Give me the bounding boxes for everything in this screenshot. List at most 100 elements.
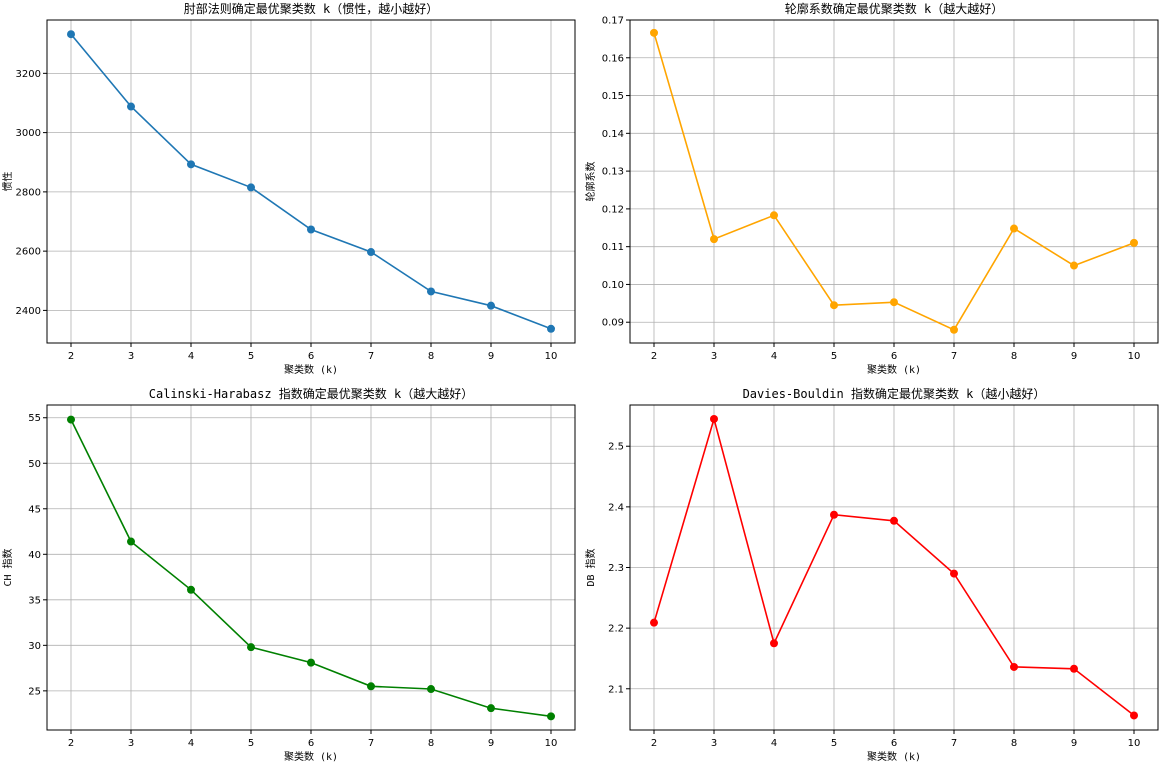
y-tick-label: 35 xyxy=(28,595,41,606)
y-tick-label: 2800 xyxy=(16,187,41,198)
data-point xyxy=(650,28,658,37)
y-tick-label: 45 xyxy=(28,504,41,515)
data-point xyxy=(427,685,435,694)
x-tick-label: 8 xyxy=(1011,351,1017,362)
x-tick-label: 10 xyxy=(1128,351,1141,362)
data-point xyxy=(1130,711,1138,720)
data-point xyxy=(830,301,838,310)
y-axis-label: 惯性 xyxy=(1,172,14,192)
data-point xyxy=(367,682,375,691)
y-tick-label: 2600 xyxy=(16,247,41,258)
data-point xyxy=(67,30,75,39)
x-tick-label: 8 xyxy=(428,351,434,362)
y-tick-label: 0.15 xyxy=(602,91,624,102)
x-tick-label: 2 xyxy=(651,738,657,749)
y-tick-label: 2.2 xyxy=(608,624,624,635)
data-point xyxy=(67,415,75,424)
x-tick-label: 3 xyxy=(128,351,134,362)
data-point xyxy=(427,287,435,296)
y-tick-label: 2.5 xyxy=(608,442,624,453)
y-tick-label: 50 xyxy=(28,459,41,470)
data-point xyxy=(1010,662,1018,671)
davies-bouldin-chart: 2 3 4 5 6 7 8 9 10 2.1 2.2 2.3 2.4 2.5 Davies-Bouldin … xyxy=(584,386,1159,763)
chart-title: Davies-Bouldin 指数确定最优聚类数 k（越小越好） xyxy=(743,386,1046,401)
x-tick-label: 4 xyxy=(188,738,194,749)
x-tick-label: 5 xyxy=(248,738,254,749)
data-point xyxy=(1130,238,1138,247)
data-point xyxy=(890,298,898,307)
data-point xyxy=(830,510,838,519)
data-point xyxy=(890,516,898,525)
x-tick-label: 3 xyxy=(128,738,134,749)
x-tick-label: 2 xyxy=(651,351,657,362)
x-tick-label: 9 xyxy=(1071,351,1077,362)
x-tick-label: 9 xyxy=(1071,738,1077,749)
data-point xyxy=(770,211,778,220)
y-tick-label: 40 xyxy=(28,550,41,561)
data-point xyxy=(127,102,135,111)
y-tick-label: 25 xyxy=(28,686,41,697)
chart-title: 肘部法则确定最优聚类数 k（惯性，越小越好） xyxy=(184,1,438,16)
x-tick-label: 7 xyxy=(951,738,957,749)
x-axis-label: 聚类数 (k) xyxy=(867,750,921,763)
x-tick-label: 10 xyxy=(1128,738,1141,749)
data-point xyxy=(1070,261,1078,270)
y-tick-label: 2.1 xyxy=(608,684,624,695)
x-tick-label: 6 xyxy=(891,738,897,749)
x-tick-label: 2 xyxy=(68,738,74,749)
x-tick-label: 5 xyxy=(831,351,837,362)
data-point xyxy=(547,712,555,721)
y-tick-label: 2.4 xyxy=(608,502,624,513)
y-tick-label: 0.11 xyxy=(602,242,624,253)
data-point xyxy=(307,658,315,667)
x-tick-label: 9 xyxy=(488,351,494,362)
data-point xyxy=(187,160,195,169)
y-tick-label: 0.09 xyxy=(602,318,624,329)
x-tick-label: 4 xyxy=(188,351,194,362)
y-tick-label: 3200 xyxy=(16,69,41,80)
y-tick-label: 0.13 xyxy=(602,167,624,178)
data-point xyxy=(187,585,195,594)
x-tick-label: 3 xyxy=(711,351,717,362)
data-point xyxy=(710,414,718,423)
calinski-harabasz-chart: 2 3 4 5 6 7 8 9 1025303540455055Calinski-Harabas… xyxy=(1,386,576,763)
data-point xyxy=(1070,664,1078,673)
x-tick-label: 6 xyxy=(308,738,314,749)
y-axis-label: 轮廓系数 xyxy=(584,162,597,202)
y-tick-label: 0.10 xyxy=(602,280,624,291)
data-point xyxy=(487,301,495,310)
data-point xyxy=(950,325,958,334)
x-tick-label: 3 xyxy=(711,738,717,749)
x-tick-label: 7 xyxy=(951,351,957,362)
y-axis-label: CH 指数 xyxy=(1,548,14,586)
data-point xyxy=(247,643,255,652)
data-point xyxy=(247,183,255,192)
x-tick-label: 5 xyxy=(248,351,254,362)
y-tick-label: 0.12 xyxy=(602,204,624,215)
data-point xyxy=(950,569,958,578)
y-tick-label: 0.16 xyxy=(602,53,624,64)
y-tick-label: 2400 xyxy=(16,306,41,317)
x-tick-label: 5 xyxy=(831,738,837,749)
data-point xyxy=(307,225,315,234)
y-tick-label: 2.3 xyxy=(608,563,624,574)
x-tick-label: 8 xyxy=(1011,738,1017,749)
x-tick-label: 9 xyxy=(488,738,494,749)
data-point xyxy=(487,704,495,713)
y-tick-label: 55 xyxy=(28,413,41,424)
y-tick-label: 30 xyxy=(28,641,41,652)
data-point xyxy=(547,324,555,333)
data-point xyxy=(770,639,778,648)
x-tick-label: 2 xyxy=(68,351,74,362)
x-tick-label: 6 xyxy=(308,351,314,362)
data-point xyxy=(1010,224,1018,233)
y-tick-label: 0.14 xyxy=(602,129,624,140)
chart-title: Calinski-Harabasz 指数确定最优聚类数 k（越大越好） xyxy=(149,386,474,401)
x-axis-label: 聚类数 (k) xyxy=(867,363,921,376)
y-tick-label: 3000 xyxy=(16,128,41,139)
data-point xyxy=(367,248,375,257)
x-tick-label: 7 xyxy=(368,738,374,749)
y-axis-label: DB 指数 xyxy=(584,548,597,586)
data-point xyxy=(650,618,658,627)
